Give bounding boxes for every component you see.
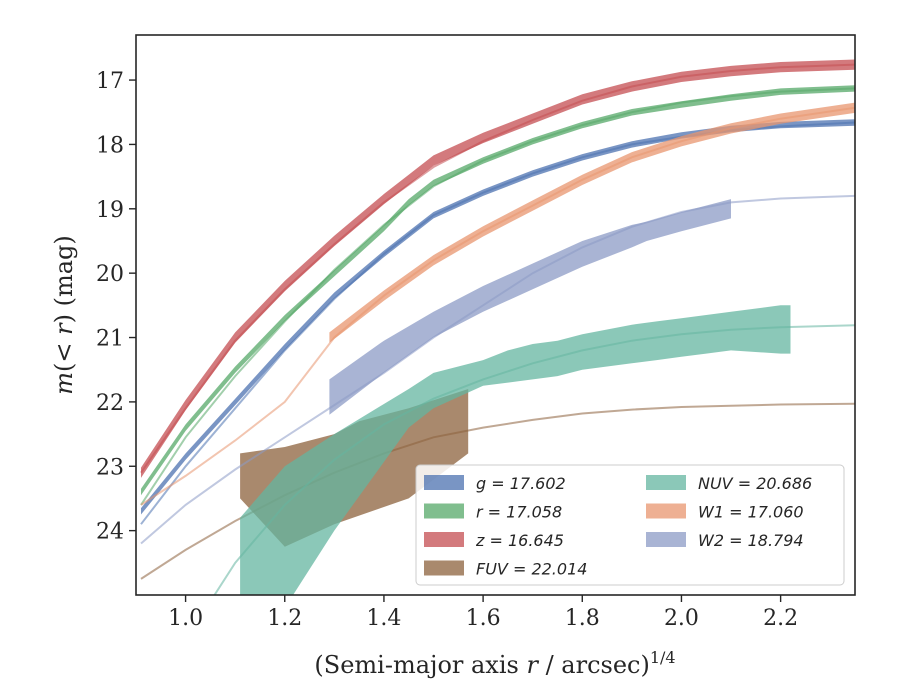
y-tick-label: 17: [96, 69, 124, 94]
y-axis: 17 18 19 20 21 22 23 24: [96, 69, 136, 545]
y-tick-label: 23: [96, 455, 124, 480]
legend-entry: z = 16.645: [475, 531, 564, 550]
plot-area: [140, 59, 855, 595]
y-tick-label: 19: [96, 198, 124, 223]
x-tick-label: 1.6: [466, 606, 501, 631]
legend-swatch: [646, 503, 686, 519]
legend-entry: g = 17.602: [476, 474, 566, 493]
legend-swatch: [424, 475, 464, 490]
plot-frame: [135, 34, 856, 596]
y-tick-label: 21: [96, 327, 124, 352]
x-tick-label: 2.2: [763, 606, 798, 631]
x-axis: 1.0 1.2 1.4 1.6 1.8 2.0 2.2: [168, 595, 798, 631]
x-tick-label: 2.0: [664, 606, 699, 631]
y-tick-label: 24: [96, 520, 124, 545]
legend-entry: W1 = 17.060: [698, 503, 804, 522]
y-axis-label: m(< r) (mag): [50, 235, 78, 395]
legend-entry: FUV = 22.014: [476, 560, 587, 579]
y-tick-label: 20: [96, 262, 124, 287]
legend-entry: W2 = 18.794: [698, 531, 804, 550]
y-tick-label: 18: [96, 133, 124, 158]
legend-swatch: [646, 532, 686, 547]
x-tick-label: 1.8: [565, 606, 600, 631]
legend-swatch: [424, 532, 464, 547]
w2-data-band: [329, 199, 731, 415]
legend-swatch: [424, 503, 464, 519]
x-axis-label: (Semi-major axis r / arcsec)1/4: [314, 648, 675, 679]
x-tick-label: 1.4: [366, 606, 401, 631]
legend-entry: r = 17.058: [476, 503, 562, 522]
legend-swatch: [646, 475, 686, 490]
legend: g = 17.602 r = 17.058 z = 16.645 FUV = 22.0…: [415, 464, 845, 586]
legend-box: [415, 464, 845, 586]
x-tick-label: 1.2: [267, 606, 302, 631]
legend-swatch: [424, 560, 464, 576]
x-tick-label: 1.0: [168, 606, 203, 631]
nuv-data-band: [240, 305, 791, 595]
legend-entry: NUV = 20.686: [698, 474, 812, 493]
y-tick-label: 22: [96, 391, 124, 416]
